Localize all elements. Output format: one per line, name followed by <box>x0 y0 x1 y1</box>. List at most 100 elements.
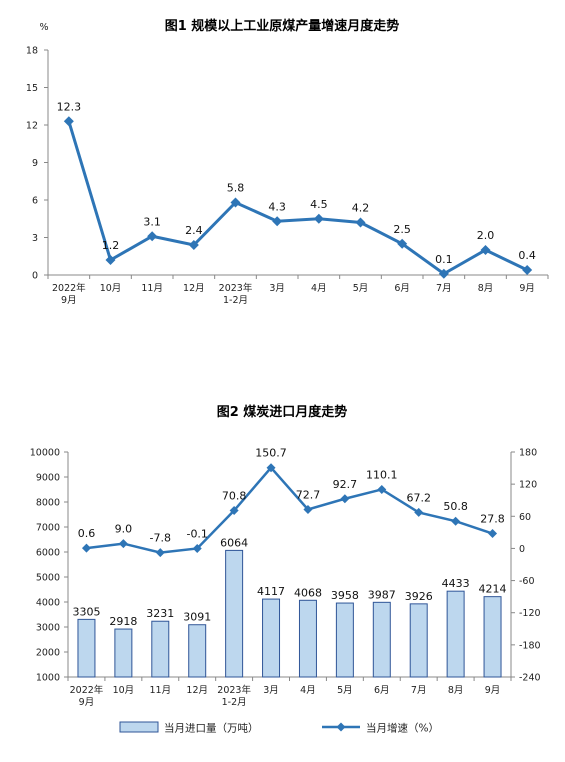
chart-2-growth-point <box>488 529 498 539</box>
chart-2-bar-label: 4068 <box>294 586 322 599</box>
chart-1-y-tick-label: 6 <box>32 196 38 207</box>
chart-1-data-point <box>147 231 158 242</box>
chart-1-data-label: 2.5 <box>393 223 411 236</box>
chart-1-y-tick-label: 9 <box>32 158 38 169</box>
chart-2-growth-point <box>81 543 91 553</box>
chart-1-x-tick-label: 8月 <box>478 283 494 294</box>
chart-1-data-point <box>105 255 116 265</box>
chart-1-series-line <box>67 120 528 276</box>
chart-1-data-point <box>522 265 533 275</box>
chart-1-data-label: 2.4 <box>185 224 203 237</box>
chart-2-right-tick-label: 60 <box>519 512 531 523</box>
chart-2-left-tick-label: 2000 <box>36 648 60 659</box>
chart-2: 图2 煤炭进口月度走势 1000 2000 3000 4000 5000 6000 7000 8… <box>30 404 541 735</box>
chart-1-x-tick-label: 10月 <box>100 283 122 294</box>
chart-2-left-tick-label: 9000 <box>36 473 60 484</box>
chart-1-data-point <box>63 116 74 127</box>
chart-2-growth-label: 150.7 <box>255 447 287 460</box>
chart-2-growth-point <box>155 548 165 558</box>
chart-2-growth-label: 72.7 <box>296 488 321 501</box>
chart-2-bar <box>446 590 465 678</box>
chart-2-bar <box>151 620 170 678</box>
chart-2-growth-label: 9.0 <box>115 523 133 536</box>
chart-1-x-tick-label: 7月 <box>436 283 452 294</box>
chart-2-right-tick-label: 120 <box>519 480 537 491</box>
chart-1-data-label: 5.8 <box>227 182 245 195</box>
chart-2-growth-label: -7.8 <box>150 532 171 545</box>
chart-1-x-tick-label: 2023年 1-2月 <box>219 282 253 306</box>
chart-2-right-tick-label: -240 <box>519 673 541 684</box>
chart-2-right-tick-label: 0 <box>519 544 525 555</box>
chart-2-growth-point <box>451 516 461 526</box>
chart-1-data-point <box>438 268 449 279</box>
chart-2-bar <box>114 628 133 678</box>
chart-2-bar-label: 4433 <box>442 577 470 590</box>
chart-1-y-tick-label: 12 <box>26 121 38 132</box>
chart-2-bar-label: 6064 <box>220 536 248 549</box>
chart-2-left-tick-label: 7000 <box>36 523 60 534</box>
chart-2-growth-label: 110.1 <box>366 468 398 481</box>
chart-1-x-tick-label: 5月 <box>353 283 369 294</box>
chart-1-data-label: 12.3 <box>57 100 82 113</box>
chart-1-x-tick-label: 3月 <box>269 283 285 294</box>
chart-1-data-label: 1.2 <box>102 239 120 252</box>
chart-2-bar-label: 4117 <box>257 585 285 598</box>
chart-2-bar-label: 3231 <box>146 607 174 620</box>
chart-1-y-tick-label: 0 <box>32 271 38 282</box>
chart-2-growth-point <box>192 543 202 553</box>
chart-2-x-tick-label: 10月 <box>113 685 135 696</box>
chart-2-title: 图2 煤炭进口月度走势 <box>217 404 348 420</box>
chart-1-x-tick-label: 6月 <box>394 283 410 294</box>
chart-1-data-label: 4.5 <box>310 198 328 211</box>
chart-2-right-tick-label: -60 <box>519 576 535 587</box>
chart-2-right-tick-label: -120 <box>519 608 541 619</box>
chart-2-x-tick-label: 6月 <box>374 685 390 696</box>
chart-1: 图1 规模以上工业原煤产量增速月度走势% 0 3 6 9 12 15 18 2022年 9月 10月… <box>26 18 549 306</box>
chart-1-x-tick-label: 4月 <box>311 283 327 294</box>
chart-1-data-label: 0.1 <box>435 253 453 266</box>
chart-2-growth-point <box>229 506 239 515</box>
chart-2-x-tick-label: 5月 <box>337 685 353 696</box>
chart-2-growth-point <box>266 463 276 473</box>
legend-bar-swatch <box>119 721 159 733</box>
legend-line-label: 当月增速（%） <box>366 722 439 735</box>
chart-1-data-point <box>355 217 366 228</box>
chart-1-data-label: 3.1 <box>143 215 161 228</box>
chart-2-left-tick-label: 8000 <box>36 498 60 509</box>
chart-1-y-tick-label: 3 <box>32 233 38 244</box>
chart-2-bar-label: 3987 <box>368 588 396 601</box>
chart-1-x-tick-label: 12月 <box>183 283 205 294</box>
chart-2-growth-point <box>377 484 387 494</box>
chart-2-growth-label: 50.8 <box>443 500 468 513</box>
chart-2-bar-label: 3091 <box>183 611 211 624</box>
chart-2-bar <box>298 599 317 678</box>
chart-2-x-tick-label: 3月 <box>263 685 279 696</box>
chart-2-bar-label: 3305 <box>72 605 100 618</box>
chart-2-bar-label: 2918 <box>109 615 137 628</box>
chart-2-left-tick-label: 10000 <box>30 448 60 459</box>
chart-2-growth-label: -0.1 <box>186 527 207 540</box>
chart-2-bar <box>77 618 96 678</box>
chart-1-data-point <box>230 197 241 208</box>
chart-1-data-point <box>188 240 199 250</box>
chart-1-data-point <box>272 216 283 227</box>
chart-2-right-tick-label: 180 <box>519 448 537 459</box>
chart-2-growth-label: 67.2 <box>406 491 431 504</box>
chart-2-growth-point <box>340 494 350 504</box>
chart-1-data-label: 4.3 <box>268 200 286 213</box>
chart-2-growth-label: 27.8 <box>480 513 505 526</box>
chart-1-data-point <box>397 238 408 249</box>
chart-1-data-point <box>313 213 324 224</box>
chart-2-growth-label: 0.6 <box>78 527 96 540</box>
chart-2-x-tick-label: 2023年 1-2月 <box>217 684 251 708</box>
chart-1-data-label: 0.4 <box>518 249 536 262</box>
chart-2-bar-label: 3958 <box>331 589 359 602</box>
legend-line-marker <box>336 722 346 732</box>
chart-2-bar-label: 4214 <box>479 583 507 596</box>
chart-2-left-tick-label: 4000 <box>36 598 60 609</box>
chart-2-left-tick-label: 3000 <box>36 623 60 634</box>
chart-2-x-tick-label: 12月 <box>186 685 208 696</box>
legend-bar-label: 当月进口量（万吨） <box>164 722 259 735</box>
chart-2-left-tick-label: 5000 <box>36 573 60 584</box>
